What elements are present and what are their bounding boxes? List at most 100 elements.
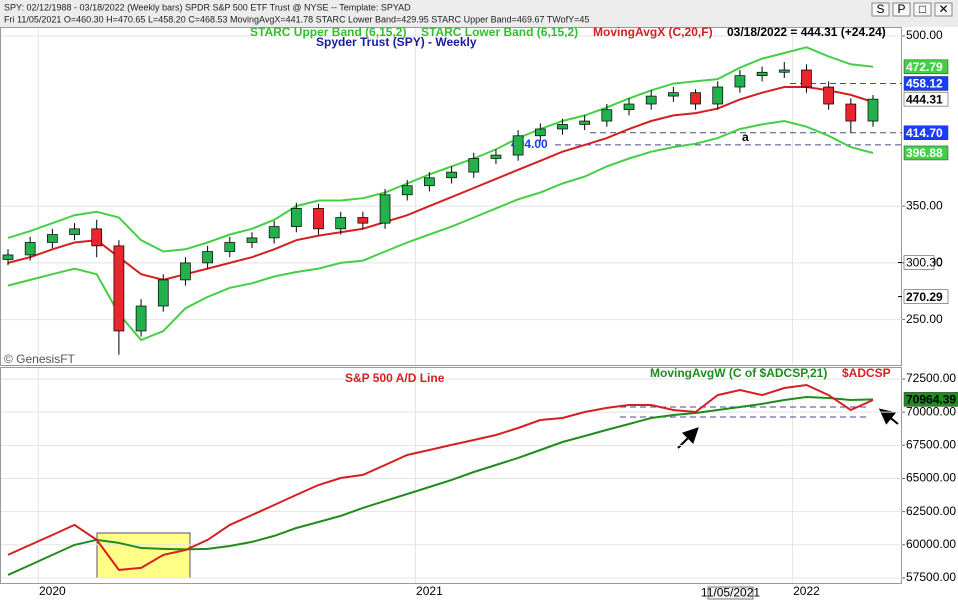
chart-title: S&P 500 A/D Line	[345, 371, 445, 385]
candle-body	[690, 92, 701, 105]
candle-body	[845, 103, 857, 122]
candle-body	[756, 71, 768, 77]
candle-body	[268, 226, 280, 239]
annotation: a	[742, 130, 749, 144]
legend-entry: MovingAvgW (C of $ADCSP,21)	[650, 366, 827, 380]
y-tick-label: 70000.00	[906, 404, 956, 418]
marker-label-box	[903, 255, 935, 270]
marker-label: 270.29	[906, 290, 943, 304]
series-end-label: 396.88	[906, 146, 943, 160]
level-label: 458.12	[906, 77, 943, 91]
series-end-label-box	[903, 59, 949, 75]
candle-body	[579, 120, 591, 125]
candle-body	[823, 86, 834, 105]
y-tick-label: 350.00	[906, 198, 943, 212]
candle-body	[424, 177, 435, 187]
y-tick-label: 500.00	[906, 28, 943, 42]
window-button-label: S	[876, 2, 884, 16]
header-line: Fri 11/05/2021 O=460.30 H=470.65 L=458.2…	[4, 14, 589, 24]
candle-body	[712, 86, 724, 105]
x-tick-label: 2021	[416, 584, 443, 598]
window-button	[892, 2, 911, 17]
candle-body	[113, 245, 125, 332]
close-label-box	[903, 91, 949, 107]
series-line	[7, 395, 874, 576]
candle-body	[401, 185, 413, 196]
marker-label: 300.30	[906, 256, 943, 270]
legend-entry: STARC Lower Band (6,15,2)	[421, 25, 578, 39]
cursor-date-box	[707, 586, 754, 600]
candle-body	[290, 208, 302, 227]
series-end-label: 472.79	[906, 60, 943, 74]
candle-body	[490, 154, 502, 159]
window-button-label: P	[897, 2, 905, 16]
y-tick-label: 60000.00	[906, 537, 956, 551]
candle-body	[512, 135, 524, 156]
candle-body	[2, 254, 14, 260]
level-label: 414.70	[906, 126, 943, 140]
window-button	[871, 2, 890, 17]
y-tick-label: 57500.00	[906, 570, 956, 584]
legend-entry: MovingAvgX (C,20,F)	[593, 25, 713, 39]
marker-label-box	[903, 289, 949, 304]
candle-body	[24, 242, 36, 256]
series-end-label-box	[903, 145, 949, 161]
y-tick-label: 67500.00	[906, 437, 956, 451]
series-line	[7, 383, 874, 571]
candle-body	[246, 237, 258, 243]
level-label-box	[903, 76, 949, 91]
last-quote: 03/18/2022 = 444.31 (+24.24)	[727, 25, 886, 39]
legend-entry: STARC Upper Band (6,15,2)	[250, 25, 406, 39]
series-line	[7, 119, 874, 342]
window-button	[934, 2, 953, 17]
candle-body	[645, 95, 657, 105]
candle-body	[668, 92, 679, 97]
candle-body	[446, 171, 457, 179]
candle-body	[468, 158, 480, 173]
candle-body	[202, 251, 213, 264]
candle-body	[224, 242, 236, 252]
window-button-label: ✕	[938, 2, 948, 16]
candle-body	[91, 228, 103, 247]
candle-body	[313, 208, 324, 230]
window-button-label: □	[919, 2, 926, 16]
candle-body	[379, 194, 391, 224]
chart-title: Spyder Trust (SPY) - Weekly	[316, 35, 477, 49]
y-tick-label: 72500.00	[906, 371, 956, 385]
candle-body	[357, 217, 369, 224]
x-tick-label: 2020	[39, 584, 66, 598]
source-note: © GenesisFT	[4, 352, 76, 366]
candle-body	[601, 109, 613, 122]
legend-entry: $ADCSP	[842, 366, 891, 380]
highlight-box	[96, 532, 191, 579]
candle-body	[335, 217, 347, 230]
panel-frame	[0, 27, 902, 366]
header-bar	[0, 0, 958, 27]
candle-body	[69, 228, 80, 235]
arrow	[878, 408, 899, 425]
candle-body	[180, 262, 191, 281]
series-end-label-box	[903, 392, 958, 407]
y-tick-label: 65000.00	[906, 471, 956, 485]
series-end-label: 70964.39	[906, 393, 956, 407]
series-line	[7, 46, 874, 253]
cursor-date: 11/05/2021	[701, 586, 760, 600]
candle-body	[135, 305, 147, 332]
level-label-box	[903, 125, 949, 140]
panel-frame	[0, 367, 902, 584]
candle-body	[157, 279, 169, 307]
candle-body	[623, 103, 635, 111]
candle-body	[734, 75, 746, 88]
close-label: 444.31	[906, 92, 943, 106]
candle-body	[47, 234, 58, 243]
y-tick-label: 62500.00	[906, 504, 956, 518]
candle-body	[867, 98, 879, 122]
candle-body	[534, 128, 546, 137]
y-tick-label: 250.00	[906, 312, 943, 326]
candle-body	[778, 69, 790, 73]
candle-body	[557, 124, 568, 130]
series-line	[7, 86, 874, 281]
window-button	[913, 2, 932, 17]
